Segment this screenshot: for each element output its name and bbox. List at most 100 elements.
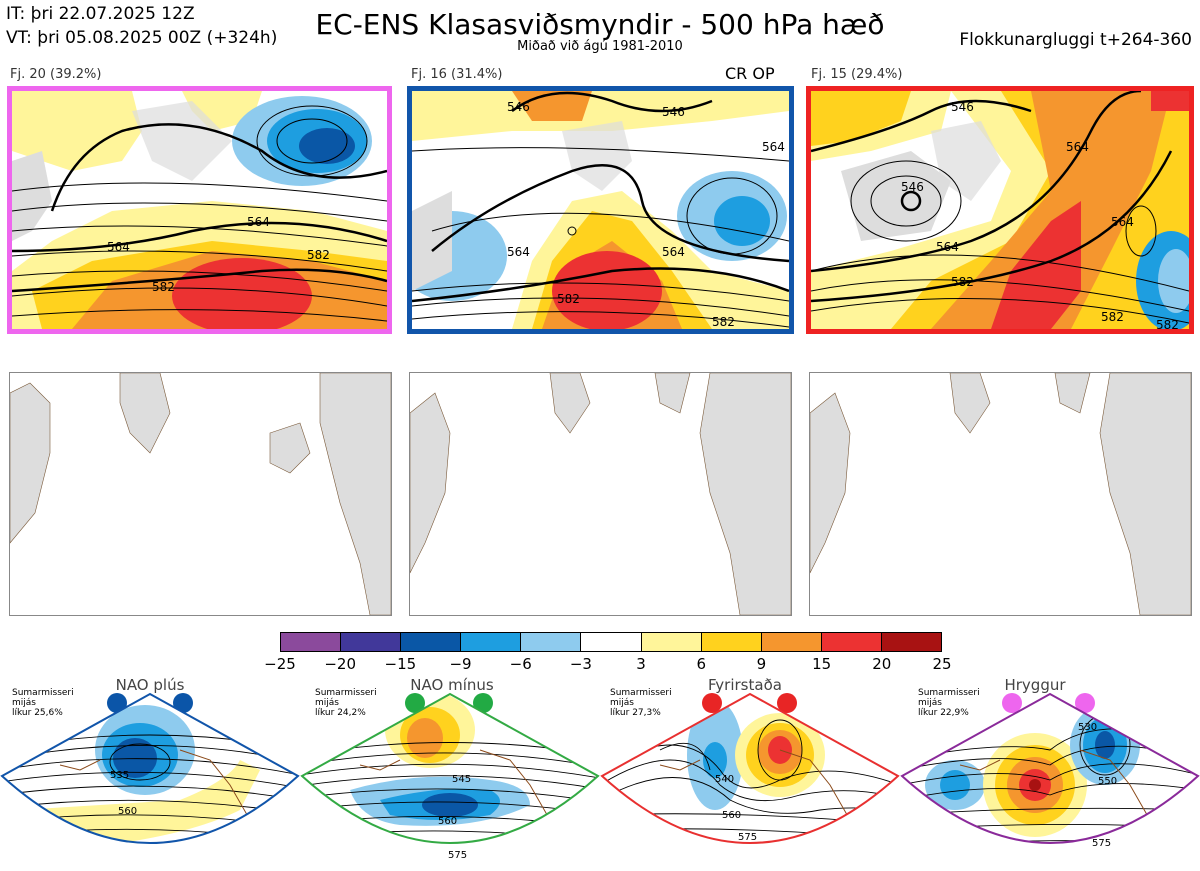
regime-1-contour-label: 535 — [110, 770, 129, 781]
colorbar-segment — [460, 633, 521, 651]
cluster-1-contour-label: 582 — [307, 248, 330, 262]
regime-info-line: líkur 22,9% — [918, 708, 969, 718]
regime-1-contour-label: 560 — [118, 806, 137, 817]
regime-3-contour-label: 575 — [738, 832, 757, 843]
colorbar-tick-label: 3 — [636, 655, 646, 673]
page-subtitle: Miðað við ágú 1981-2010 — [517, 39, 683, 54]
cluster-1-contour-label: 564 — [107, 240, 130, 254]
colorbar-tick-label: 20 — [872, 655, 892, 673]
colorbar-tick-label: −20 — [324, 655, 356, 673]
regime-3-name: Fyrirstaða — [708, 676, 782, 694]
regime-info-line: líkur 24,2% — [315, 708, 366, 718]
page-title: EC-ENS Klasasviðsmyndir - 500 hPa hæð — [315, 8, 885, 41]
cluster-3-contour-label: 582 — [1156, 318, 1179, 329]
colorbar-tick-label: −6 — [509, 655, 532, 673]
regime-3-contour-label: 560 — [722, 810, 741, 821]
cluster-1-contour-label: 582 — [152, 280, 175, 294]
regime-3-marker-dot — [702, 693, 722, 713]
colorbar-segment — [640, 633, 701, 651]
cluster-2-map: 546 546 564 564 564 582 582 — [407, 86, 794, 334]
colorbar-tick-label: −25 — [264, 655, 296, 673]
classification-window-label: Flokkunargluggi t+264-360 — [959, 30, 1192, 50]
cluster-2-contour-label: 582 — [557, 292, 580, 306]
cluster-1-label: Fj. 20 (39.2%) — [10, 67, 102, 82]
cluster-3-blank-map — [809, 372, 1192, 616]
cluster-3-contour-label: 564 — [1066, 140, 1089, 154]
regime-2-contour-label: 560 — [438, 816, 457, 827]
regime-1-info: Sumarmisseri mijás líkur 25,6% — [12, 688, 74, 718]
regime-2-contour-label: 575 — [448, 850, 467, 861]
regime-4-contour-label: 575 — [1092, 838, 1111, 849]
regime-4-name: Hryggur — [1004, 676, 1066, 694]
cluster-2-contour-label: 564 — [762, 140, 785, 154]
regime-info-line: Sumarmisseri — [315, 688, 377, 698]
regime-2-map: 545 560 575 — [300, 692, 600, 861]
cluster-3-contour-label: 582 — [1101, 310, 1124, 324]
colorbar-segment — [760, 633, 821, 651]
regime-3-map: 540 560 575 — [600, 692, 900, 844]
colorbar-segment — [820, 633, 881, 651]
regime-2-info: Sumarmisseri mijás líkur 24,2% — [315, 688, 377, 718]
colorbar-segment — [340, 633, 401, 651]
cluster-3-map: 546 546 564 564 564 582 582 582 — [806, 86, 1194, 334]
cluster-2-tag: CR OP — [725, 64, 775, 83]
regime-info-line: mijás — [12, 698, 36, 708]
cluster-3-contour-label: 564 — [936, 240, 959, 254]
colorbar-segment — [580, 633, 641, 651]
colorbar-segment — [700, 633, 761, 651]
regime-4-contour-label: 530 — [1078, 722, 1097, 733]
regime-4-map: 530 550 575 — [900, 692, 1200, 849]
cluster-2-contour-label: 546 — [507, 100, 530, 114]
cluster-1-blank-map — [9, 372, 392, 616]
cluster-2-contour-label: 582 — [712, 315, 735, 329]
regime-2-name: NAO mínus — [410, 676, 494, 694]
regime-info-line: mijás — [918, 698, 942, 708]
colorbar-tick-label: 9 — [756, 655, 767, 673]
colorbar-tick-label: −3 — [569, 655, 592, 673]
cluster-2-label: Fj. 16 (31.4%) — [411, 67, 503, 82]
colorbar-segment — [520, 633, 581, 651]
cluster-1-map: 564 564 582 582 — [7, 86, 392, 334]
regime-info-line: líkur 25,6% — [12, 708, 63, 718]
cluster-3-label: Fj. 15 (29.4%) — [811, 67, 903, 82]
colorbar-tick-label: −15 — [384, 655, 417, 673]
regime-info-line: mijás — [610, 698, 634, 708]
regime-info-line: Sumarmisseri — [918, 688, 980, 698]
colorbar-tick-label: −9 — [449, 655, 472, 673]
valid-time-label: VT: þri 05.08.2025 00Z (+324h) — [6, 28, 278, 48]
regime-info-line: mijás — [315, 698, 339, 708]
cluster-3-contour-label: 582 — [951, 275, 974, 289]
regime-1-name: NAO plús — [115, 676, 185, 694]
regime-1-map: 535 560 — [0, 692, 300, 844]
regime-4-marker-dot — [1002, 693, 1022, 713]
regime-info-line: Sumarmisseri — [610, 688, 672, 698]
regime-4-marker-dot — [1075, 693, 1095, 713]
cluster-2-contour-label: 546 — [662, 105, 685, 119]
regime-info-line: Sumarmisseri — [12, 688, 74, 698]
colorbar-segment — [400, 633, 461, 651]
regime-4-contour-label: 550 — [1098, 776, 1117, 787]
colorbar-tick-label: 15 — [812, 655, 832, 673]
cluster-1-contour-label: 564 — [247, 215, 270, 229]
regime-info-line: líkur 27,3% — [610, 708, 661, 718]
regime-2-marker-dot — [405, 693, 425, 713]
regime-3-info: Sumarmisseri mijás líkur 27,3% — [610, 688, 672, 718]
regime-4-info: Sumarmisseri mijás líkur 22,9% — [918, 688, 980, 718]
colorbar-tick-label: 6 — [696, 655, 707, 673]
regime-1-marker-dot — [173, 693, 193, 713]
regime-3-contour-label: 540 — [715, 774, 734, 785]
colorbar-segment — [880, 633, 942, 651]
colorbar-tick-label: 25 — [932, 655, 952, 673]
regime-1-marker-dot — [107, 693, 127, 713]
regime-2-marker-dot — [473, 693, 493, 713]
cluster-3-contour-label: 564 — [1111, 215, 1134, 229]
cluster-3-contour-label: 546 — [901, 180, 924, 194]
anomaly-colorbar — [280, 632, 942, 652]
cluster-2-contour-label: 564 — [662, 245, 685, 259]
cluster-3-contour-label: 546 — [951, 100, 974, 114]
cluster-2-contour-label: 564 — [507, 245, 530, 259]
colorbar-segment — [281, 633, 341, 651]
initial-time-label: IT: þri 22.07.2025 12Z — [6, 4, 195, 24]
regime-3-marker-dot — [777, 693, 797, 713]
regime-2-contour-label: 545 — [452, 774, 471, 785]
